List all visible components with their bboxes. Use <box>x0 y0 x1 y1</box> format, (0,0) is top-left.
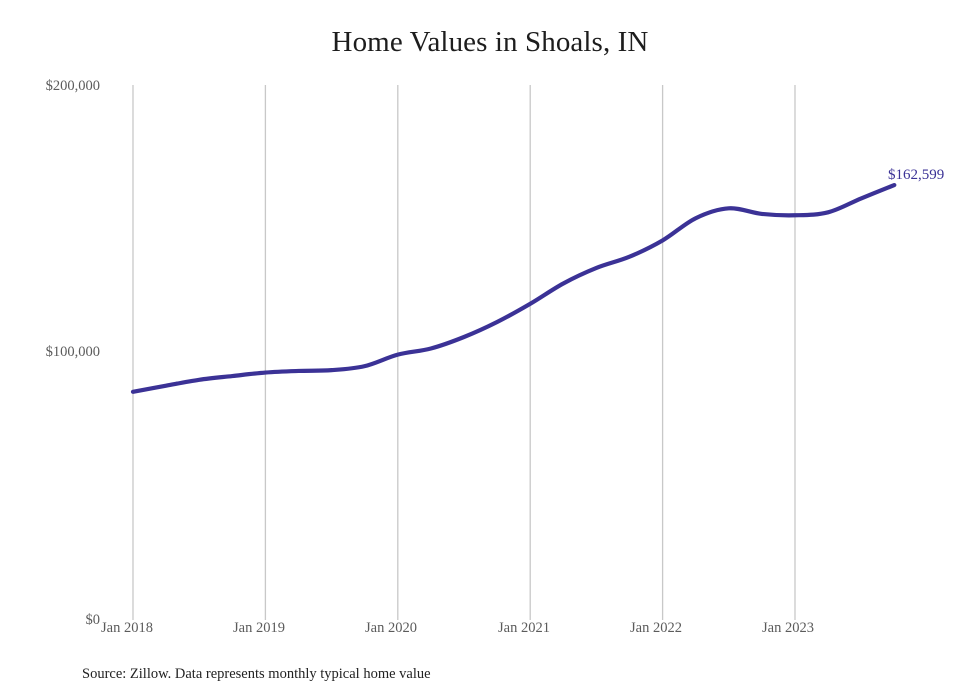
gridlines <box>132 85 796 620</box>
chart-footnote: Source: Zillow. Data represents monthly … <box>82 666 431 682</box>
x-axis-tick-jan-2019: Jan 2019 <box>233 620 285 636</box>
y-axis-tick-0: $0 <box>85 612 101 628</box>
data-line-series-typical-home-value <box>130 182 897 394</box>
x-axis-tick-jan-2021: Jan 2021 <box>498 620 550 636</box>
x-axis-tick-jan-2023: Jan 2023 <box>762 620 814 636</box>
x-axis-tick-jan-2022: Jan 2022 <box>630 620 682 636</box>
end-value-annotation: $162,599 <box>888 167 945 183</box>
y-axis-tick-200000: $200,000 <box>45 78 100 94</box>
y-axis-tick-100000: $100,000 <box>45 344 100 360</box>
chart-title: Home Values in Shoals, IN <box>331 26 649 58</box>
x-axis-tick-jan-2018: Jan 2018 <box>101 620 153 636</box>
x-axis-tick-jan-2020: Jan 2020 <box>365 620 417 636</box>
